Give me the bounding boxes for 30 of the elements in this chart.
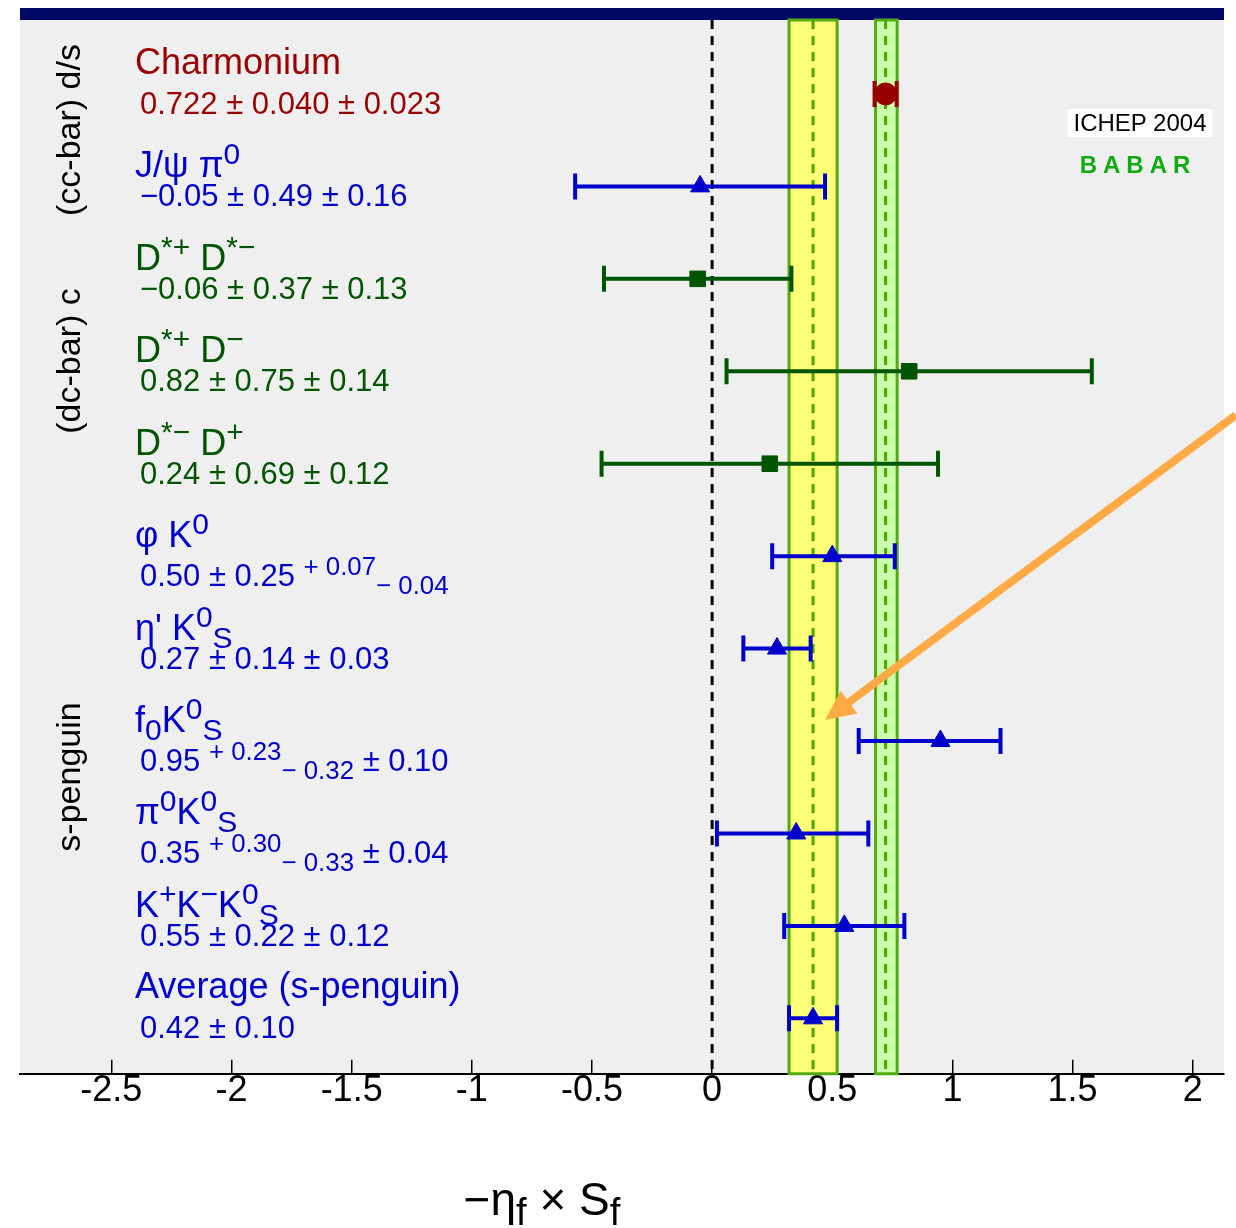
point [689,270,706,288]
annotation: BABAR [1078,151,1198,179]
point [834,914,855,932]
point [766,637,788,655]
x-tick-label: -1.5 [320,1068,383,1110]
x-tick-label: 1.5 [1047,1068,1098,1110]
annotation: 0.722 ± 0.040 ± 0.023 [140,85,442,122]
x-tick-label: -2 [215,1068,248,1110]
annotation: 0.42 ± 0.10 [140,1010,295,1047]
point [786,821,807,840]
x-tick-label: 0 [702,1068,723,1110]
annotation: 0.82 ± 0.75 ± 0.14 [140,363,390,400]
x-tick-label: -2.5 [80,1068,143,1110]
annotation: ICHEP 2004 [1067,109,1213,137]
x-tick-label: 1 [942,1068,963,1110]
x-tick-label: 0.5 [807,1068,858,1110]
x-axis-title: −η$_{f}$ × S$_{f}$ [463,1171,621,1228]
point [761,455,779,472]
x-tick-label: -0.5 [560,1068,623,1110]
point [803,1006,824,1025]
annotation: (dc-bar) c [48,288,88,434]
x-tick-label: -1 [455,1068,488,1110]
annotation: (cc-bar) d/s [48,44,88,217]
point [900,362,918,380]
x-tick-label: 2 [1182,1068,1203,1110]
annotation: s-penguin [48,702,88,852]
y-tick-label: Average (s-penguin) [135,965,461,1007]
point [930,729,951,748]
y-tick-label: Charmonium [135,40,342,82]
point [822,544,843,563]
